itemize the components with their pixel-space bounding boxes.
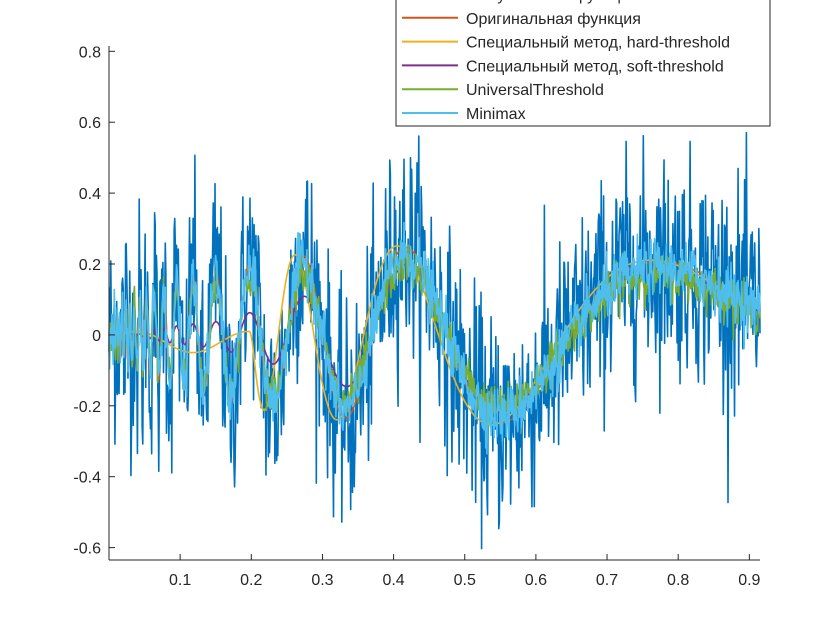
y-tick-label: -0.4 (73, 470, 101, 487)
legend-label-4: Специальный метод, soft-threshold (466, 58, 724, 75)
legend: Зашумленная функция Оригинальная функция С… (396, 0, 770, 126)
y-tick-label: 0.6 (79, 115, 101, 132)
legend-label-6: Minimax (466, 106, 526, 123)
legend-label-1: Зашумленная функция (466, 0, 638, 4)
legend-label-2: Оригинальная функция (466, 11, 641, 28)
y-tick-label: 0.4 (79, 186, 101, 203)
x-tick-label: 0.6 (525, 572, 547, 589)
x-tick-label: 0.2 (240, 572, 262, 589)
x-tick-label: 0.8 (667, 572, 689, 589)
y-tick-label: 0 (92, 328, 101, 345)
legend-label-5: UniversalThreshold (466, 82, 604, 99)
x-tick-label: 0.3 (311, 572, 333, 589)
x-tick-label: 0.9 (738, 572, 760, 589)
x-tick-label: 0.1 (169, 572, 191, 589)
x-tick-label: 0.7 (596, 572, 618, 589)
y-tick-label: -0.6 (73, 541, 101, 558)
x-tick-label: 0.4 (382, 572, 404, 589)
y-tick-label: 0.8 (79, 44, 101, 61)
y-tick-label: 0.2 (79, 257, 101, 274)
y-tick-label: -0.2 (73, 399, 101, 416)
x-tick-label: 0.5 (454, 572, 476, 589)
legend-label-3: Специальный метод, hard-threshold (466, 35, 730, 52)
